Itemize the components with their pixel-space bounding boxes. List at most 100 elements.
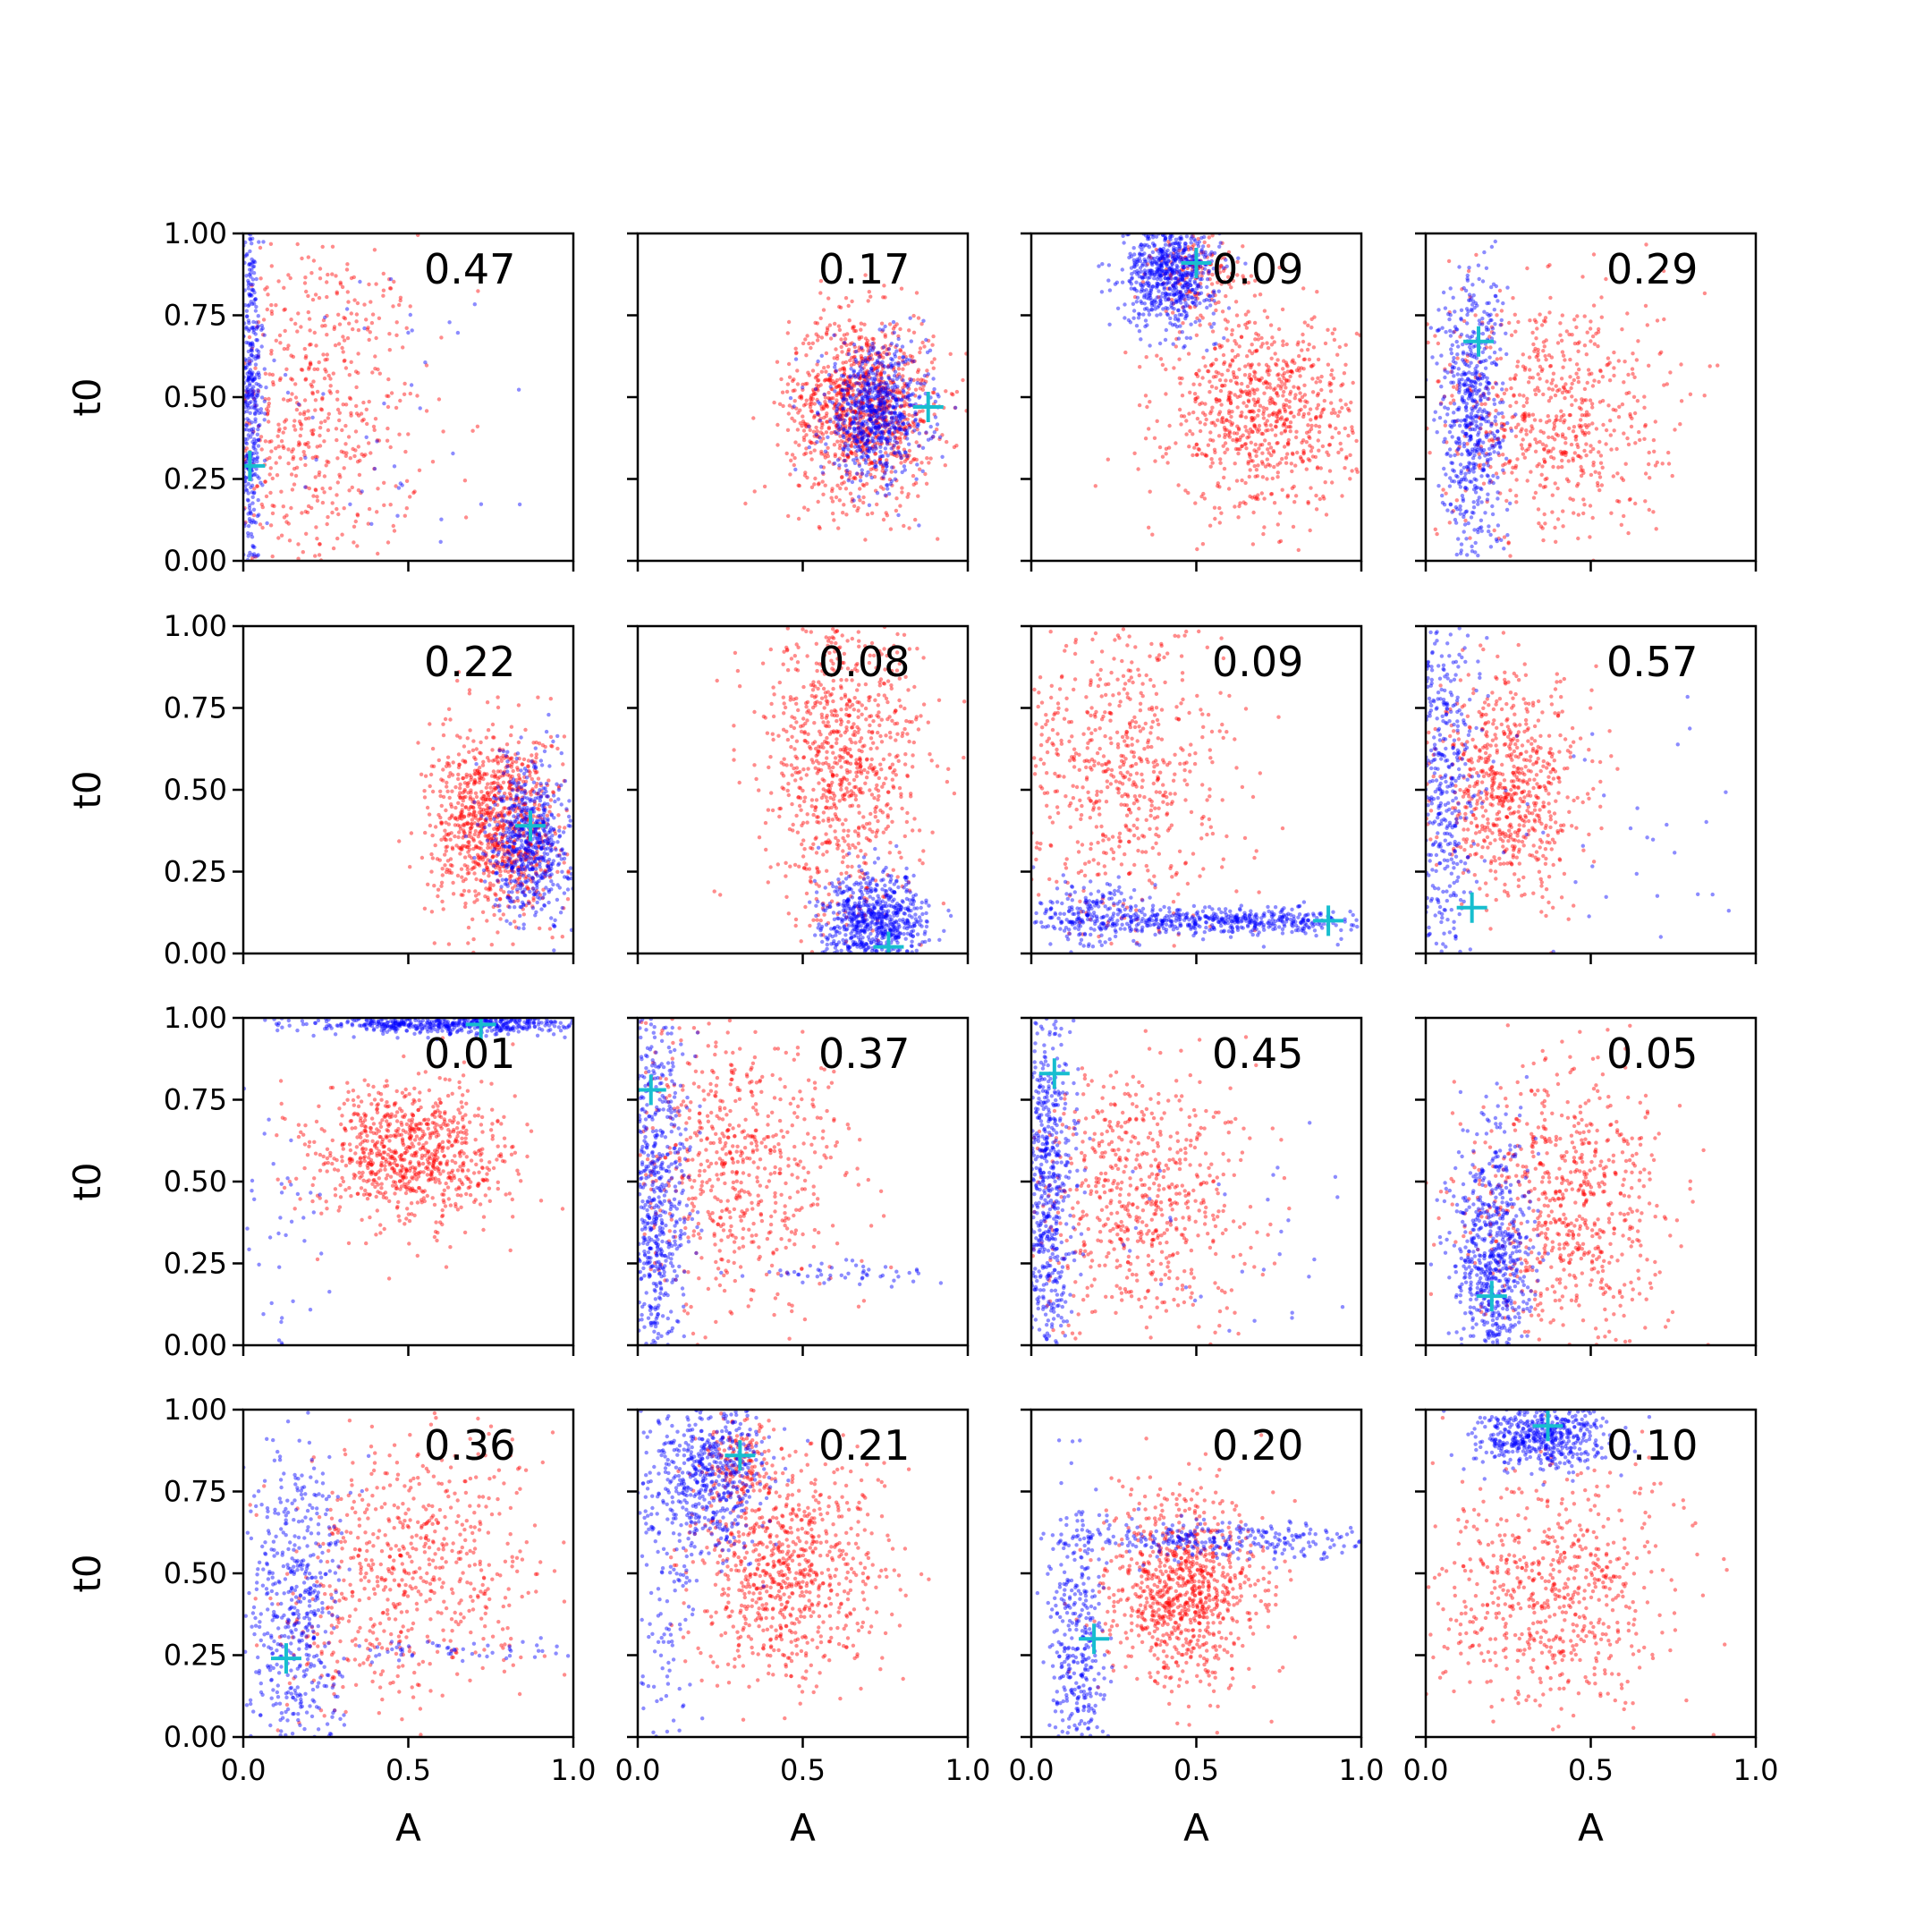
red-series-point xyxy=(1591,463,1596,468)
red-series-point xyxy=(1495,357,1500,361)
red-series-point xyxy=(356,487,361,493)
blue-series-point xyxy=(1131,264,1137,268)
blue-series-point xyxy=(1182,244,1188,249)
blue-series-point xyxy=(1176,242,1181,247)
red-series-point xyxy=(908,353,912,359)
red-series-point xyxy=(1348,477,1352,481)
red-series-point xyxy=(275,434,280,438)
blue-series-point xyxy=(1192,237,1197,242)
blue-series-point xyxy=(250,265,255,269)
red-series-point xyxy=(1654,527,1658,531)
red-series-point xyxy=(857,440,862,445)
red-series-point xyxy=(1316,402,1321,407)
red-series-point xyxy=(856,348,860,353)
red-series-point xyxy=(1181,321,1185,326)
red-series-point xyxy=(1673,428,1677,432)
red-series-point xyxy=(326,373,331,378)
red-series-point xyxy=(1457,445,1462,449)
red-series-point xyxy=(820,432,826,436)
red-series-point xyxy=(1282,405,1286,410)
red-series-point xyxy=(318,542,322,547)
red-series-point xyxy=(1279,415,1284,419)
red-series-point xyxy=(792,462,796,468)
blue-series-point xyxy=(857,495,861,499)
red-series-point xyxy=(866,372,871,377)
red-series-point xyxy=(859,327,863,332)
red-series-point xyxy=(902,384,907,388)
red-series-point xyxy=(355,301,360,306)
red-series-point xyxy=(1309,486,1313,490)
red-series-point xyxy=(267,401,271,406)
red-series-point xyxy=(342,315,346,320)
red-series-point xyxy=(1226,394,1232,398)
red-series-point xyxy=(879,413,885,418)
red-series-point xyxy=(281,504,285,509)
red-series-point xyxy=(869,352,874,358)
red-series-point xyxy=(317,295,322,301)
red-series-point xyxy=(1244,428,1249,433)
red-series-point xyxy=(843,394,848,398)
red-series-point xyxy=(1551,464,1555,470)
blue-series-point xyxy=(893,385,898,390)
blue-series-point xyxy=(1171,284,1176,289)
blue-series-point xyxy=(1182,246,1188,250)
red-series-point xyxy=(844,343,849,347)
blue-series-point xyxy=(1184,335,1190,340)
red-series-point xyxy=(1477,452,1481,456)
blue-series-point xyxy=(868,417,872,421)
blue-series-point xyxy=(1201,271,1206,275)
red-series-point xyxy=(842,378,846,384)
red-series-point xyxy=(354,403,359,409)
blue-series-point xyxy=(1121,233,1125,238)
red-series-point xyxy=(1330,368,1335,373)
blue-series-point xyxy=(1163,237,1168,242)
blue-series-point xyxy=(843,445,848,450)
red-series-point xyxy=(1284,425,1289,429)
red-series-point xyxy=(1311,345,1317,350)
blue-series-point xyxy=(858,448,863,453)
blue-series-point xyxy=(1211,267,1216,271)
blue-series-point xyxy=(837,402,842,406)
red-series-point xyxy=(828,376,833,380)
red-series-point xyxy=(916,494,920,498)
red-series-point xyxy=(1237,367,1241,372)
blue-series-point xyxy=(908,380,912,385)
blue-series-point xyxy=(1142,251,1147,256)
blue-series-point xyxy=(252,397,257,402)
blue-series-point xyxy=(928,424,933,429)
red-series-point xyxy=(784,451,789,456)
red-series-point xyxy=(1199,494,1204,499)
blue-series-point xyxy=(880,416,885,421)
blue-series-point xyxy=(889,365,894,370)
red-series-point xyxy=(830,378,835,384)
red-series-point xyxy=(1567,426,1572,431)
red-series-point xyxy=(263,287,267,292)
red-series-point xyxy=(913,394,918,398)
red-series-point xyxy=(1270,428,1275,432)
blue-series-point xyxy=(1144,259,1148,264)
blue-series-point xyxy=(1189,273,1193,277)
blue-series-point xyxy=(246,523,251,529)
red-series-point xyxy=(885,419,889,423)
red-series-point xyxy=(912,359,917,363)
red-series-point xyxy=(1164,267,1169,272)
red-series-point xyxy=(1554,414,1559,419)
blue-series-point xyxy=(877,397,882,402)
red-series-point xyxy=(335,292,339,296)
red-series-point xyxy=(1160,362,1165,368)
red-series-point xyxy=(818,439,824,444)
blue-series-point xyxy=(259,323,264,328)
red-series-point xyxy=(1514,500,1519,504)
red-series-point xyxy=(1483,402,1487,406)
red-series-point xyxy=(1588,535,1592,539)
red-series-point xyxy=(1527,413,1531,419)
red-series-point xyxy=(318,433,322,438)
red-series-point xyxy=(859,381,864,386)
red-series-point xyxy=(290,487,295,492)
blue-series-point xyxy=(896,336,901,342)
blue-series-point xyxy=(888,419,893,425)
blue-series-point xyxy=(865,454,870,459)
blue-series-point xyxy=(1158,312,1163,317)
blue-series-point xyxy=(887,438,893,443)
blue-series-point xyxy=(1132,260,1137,265)
